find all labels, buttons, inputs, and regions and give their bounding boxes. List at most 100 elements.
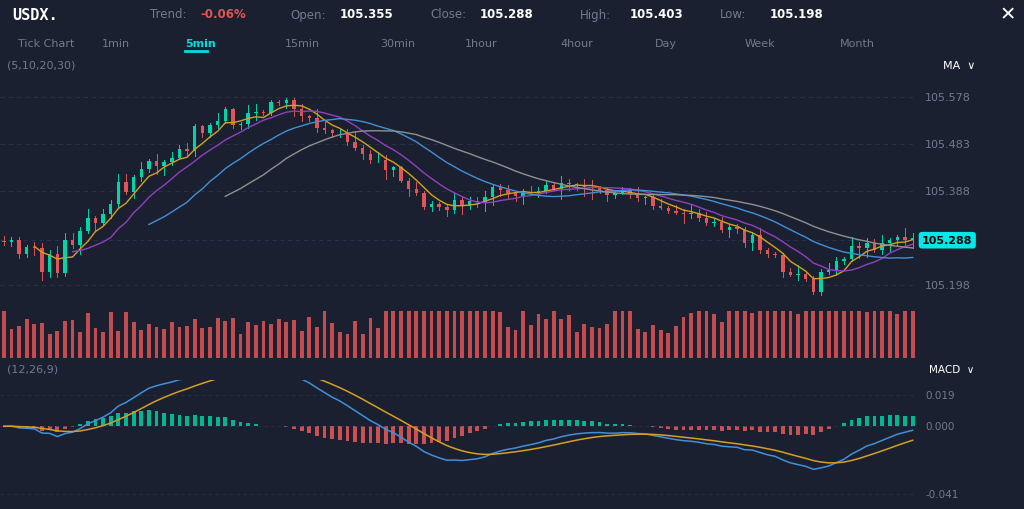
Bar <box>697 311 700 358</box>
Bar <box>574 333 579 358</box>
Bar <box>574 420 579 427</box>
Bar <box>872 416 877 427</box>
Bar <box>475 202 479 203</box>
Bar <box>895 415 899 427</box>
Bar <box>881 244 884 250</box>
Bar <box>521 311 525 358</box>
Bar <box>881 311 884 358</box>
Bar <box>444 311 449 358</box>
Bar <box>667 333 670 358</box>
Bar <box>590 421 594 427</box>
Bar <box>574 185 579 186</box>
Bar <box>468 427 472 434</box>
Bar <box>903 311 907 358</box>
Bar <box>727 427 731 431</box>
Bar <box>247 423 250 427</box>
Bar <box>48 334 51 358</box>
Bar <box>254 326 258 358</box>
Bar <box>697 214 700 218</box>
Bar <box>208 417 212 427</box>
Bar <box>331 131 334 134</box>
Bar <box>514 193 517 196</box>
Bar <box>804 275 808 279</box>
Bar <box>552 312 556 358</box>
Bar <box>2 312 6 358</box>
Text: 105.198: 105.198 <box>770 9 823 21</box>
Bar <box>40 324 44 358</box>
Bar <box>490 311 495 358</box>
Bar <box>788 272 793 275</box>
Bar <box>705 312 709 358</box>
Bar <box>461 201 464 207</box>
Bar <box>552 420 556 427</box>
Bar <box>430 311 433 358</box>
Bar <box>872 311 877 358</box>
Bar <box>185 150 188 152</box>
Bar <box>422 311 426 358</box>
Bar <box>598 422 601 427</box>
Bar <box>353 143 356 149</box>
Text: Close:: Close: <box>430 9 466 21</box>
Bar <box>300 427 303 431</box>
Bar <box>658 331 663 358</box>
Bar <box>315 119 318 128</box>
Bar <box>559 420 563 427</box>
Bar <box>598 329 601 358</box>
Bar <box>407 427 411 444</box>
Bar <box>323 128 327 131</box>
Text: 5min: 5min <box>185 39 216 49</box>
Bar <box>345 427 349 441</box>
Bar <box>835 262 838 271</box>
Bar <box>177 415 181 427</box>
Bar <box>583 186 586 188</box>
Bar <box>605 324 609 358</box>
Bar <box>728 228 731 231</box>
Text: 30min: 30min <box>380 39 415 49</box>
Bar <box>903 237 906 241</box>
Bar <box>621 425 625 427</box>
Bar <box>132 178 135 192</box>
Bar <box>208 126 212 133</box>
Bar <box>399 168 402 181</box>
Bar <box>430 427 433 444</box>
Bar <box>415 427 418 444</box>
Bar <box>621 190 625 194</box>
Bar <box>93 329 97 358</box>
Bar <box>499 313 502 358</box>
Bar <box>468 202 471 207</box>
Bar <box>109 313 113 358</box>
Bar <box>567 183 570 185</box>
Bar <box>124 312 128 358</box>
Bar <box>735 228 738 229</box>
Bar <box>139 330 143 358</box>
Bar <box>415 311 418 358</box>
Bar <box>758 311 762 358</box>
Bar <box>360 334 365 358</box>
Bar <box>857 418 861 427</box>
Bar <box>903 416 907 427</box>
Bar <box>667 427 670 429</box>
Bar <box>583 421 586 427</box>
Bar <box>353 427 357 442</box>
Bar <box>895 314 899 358</box>
Bar <box>712 315 716 358</box>
Bar <box>239 125 243 126</box>
Bar <box>788 311 793 358</box>
Bar <box>109 416 113 427</box>
Bar <box>292 427 296 429</box>
Bar <box>353 322 357 358</box>
Bar <box>247 114 250 125</box>
Bar <box>835 311 839 358</box>
Bar <box>124 183 128 192</box>
Bar <box>857 246 861 249</box>
Bar <box>216 318 219 358</box>
Bar <box>139 411 143 427</box>
Bar <box>307 317 311 358</box>
Bar <box>667 208 670 211</box>
Bar <box>528 325 532 358</box>
Bar <box>276 320 281 358</box>
Bar <box>170 414 174 427</box>
Bar <box>651 325 655 358</box>
Bar <box>315 327 318 358</box>
Bar <box>147 162 151 169</box>
